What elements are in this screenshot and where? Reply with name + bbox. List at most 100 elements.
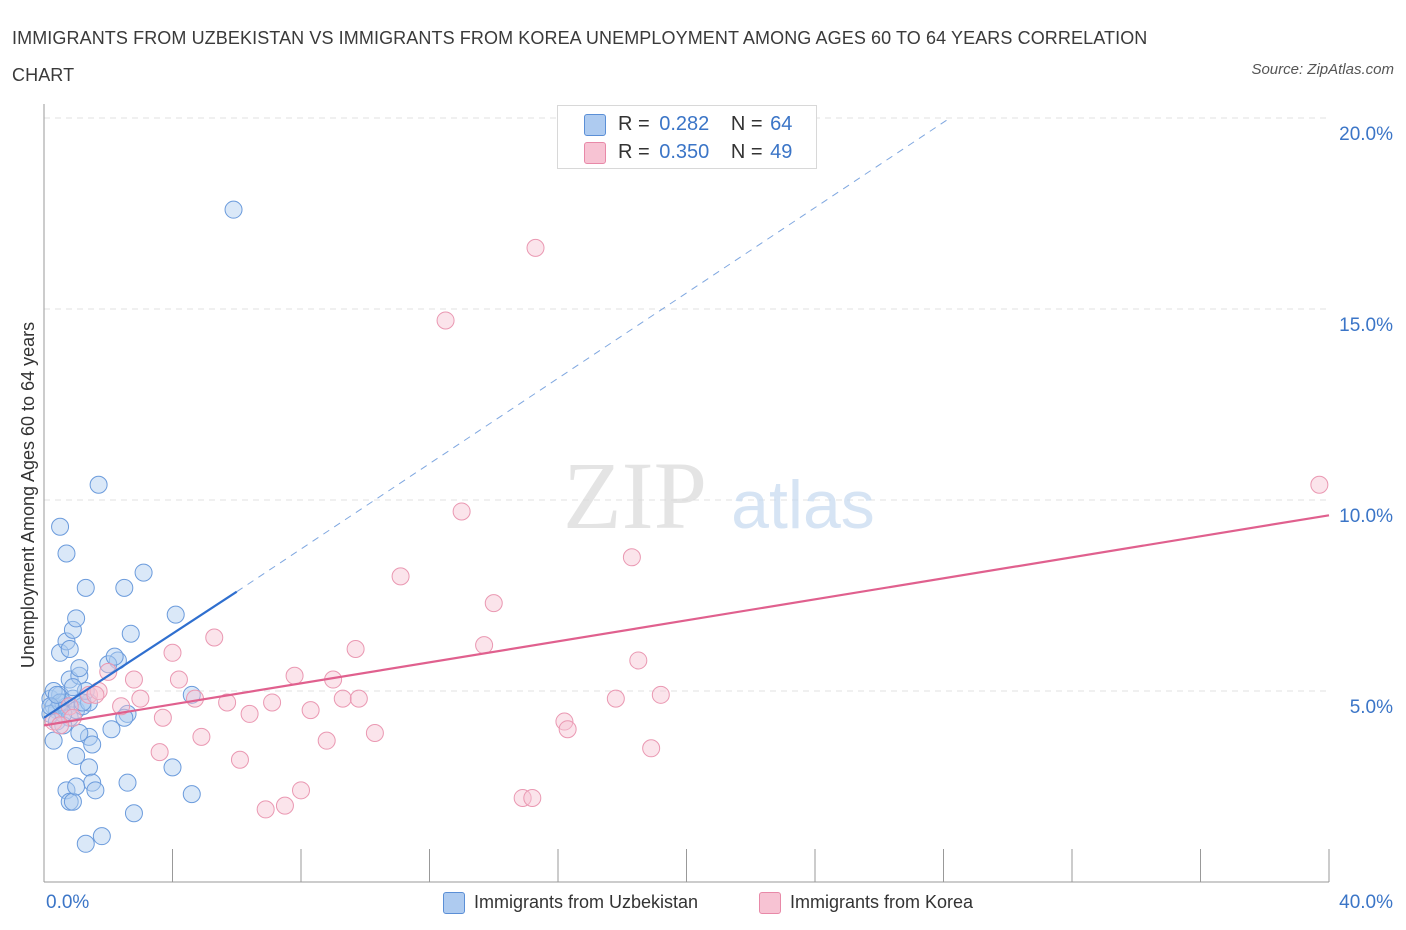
point-korea	[256, 800, 275, 819]
point-uzbekistan	[118, 773, 137, 792]
point-korea	[292, 781, 310, 800]
point-uzbekistan	[70, 724, 89, 743]
point-uzbekistan	[83, 735, 102, 754]
point-uzbekistan	[60, 639, 79, 658]
y-tick-label: 15.0%	[1339, 315, 1393, 336]
point-uzbekistan	[89, 475, 108, 494]
point-korea	[230, 750, 249, 769]
point-uzbekistan	[92, 827, 111, 846]
point-uzbekistan	[76, 834, 95, 853]
watermark-zip: ZIP	[563, 442, 707, 549]
watermark-atlas: atlas	[731, 467, 875, 543]
bottom-legend-label-uzbekistan: Immigrants from Uzbekistan	[474, 892, 699, 912]
point-korea	[99, 662, 118, 681]
x-tick-label-max: 40.0%	[1339, 892, 1393, 913]
point-korea	[301, 701, 320, 720]
legend-n-label: N =	[730, 113, 763, 135]
point-uzbekistan	[102, 720, 121, 739]
point-uzbekistan	[67, 609, 86, 628]
y-tick-label: 10.0%	[1339, 506, 1393, 527]
point-korea	[523, 788, 542, 807]
point-korea	[365, 724, 384, 743]
bottom-legend-swatch-korea	[759, 892, 781, 914]
axes	[43, 104, 1330, 883]
point-korea	[349, 689, 368, 708]
point-korea	[112, 697, 131, 716]
point-korea	[285, 666, 304, 685]
bottom-legend-swatch-uzbekistan	[443, 892, 465, 914]
point-korea	[1310, 475, 1329, 494]
x-tick-label-min: 0.0%	[46, 892, 89, 913]
point-uzbekistan	[99, 655, 118, 674]
legend-n-value: 64	[770, 113, 793, 135]
point-uzbekistan	[163, 758, 182, 777]
point-uzbekistan	[51, 643, 70, 662]
point-korea	[263, 693, 282, 712]
y-axis-label: Unemployment Among Ages 60 to 64 years	[18, 322, 38, 668]
point-korea	[391, 567, 410, 586]
point-uzbekistan	[57, 781, 76, 800]
point-korea	[513, 788, 532, 807]
point-korea	[51, 716, 70, 735]
point-uzbekistan	[47, 685, 66, 704]
trendline-uzbekistan	[43, 590, 238, 719]
point-korea	[275, 796, 294, 815]
point-korea	[240, 704, 259, 723]
point-uzbekistan	[166, 605, 185, 624]
point-uzbekistan	[79, 693, 98, 712]
point-uzbekistan	[182, 785, 201, 804]
point-korea	[163, 643, 182, 662]
trendline-korea	[43, 514, 1330, 727]
legend-r-label: R =	[618, 141, 650, 163]
point-korea	[317, 731, 336, 750]
point-korea	[205, 628, 224, 647]
point-uzbekistan	[63, 620, 82, 639]
point-korea	[153, 708, 172, 727]
legend-n-label: N =	[730, 141, 763, 163]
point-uzbekistan	[224, 200, 243, 219]
point-uzbekistan	[86, 781, 105, 800]
point-uzbekistan	[115, 578, 134, 597]
point-korea	[124, 670, 143, 689]
y-tick-label: 5.0%	[1350, 697, 1393, 718]
source-label: Source: ZipAtlas.com	[1251, 61, 1394, 78]
point-korea	[150, 743, 169, 762]
legend-r-label: R =	[618, 113, 650, 135]
point-uzbekistan	[70, 659, 89, 678]
legend-swatch-uzbekistan	[584, 114, 606, 136]
point-korea	[218, 693, 237, 712]
legend-r-value: 0.282	[659, 113, 710, 135]
point-uzbekistan	[51, 517, 70, 536]
point-korea	[629, 651, 648, 670]
point-korea	[651, 685, 670, 704]
point-korea	[346, 639, 365, 658]
point-uzbekistan	[63, 678, 82, 697]
point-korea	[333, 689, 352, 708]
point-uzbekistan	[44, 731, 63, 750]
point-korea	[86, 685, 105, 704]
watermark: ZIP atlas	[563, 442, 875, 549]
point-uzbekistan	[70, 666, 89, 685]
point-uzbekistan	[105, 647, 124, 666]
legend-swatch-korea	[584, 142, 606, 164]
point-uzbekistan	[63, 792, 82, 811]
point-uzbekistan	[79, 758, 98, 777]
point-korea	[452, 502, 471, 521]
point-uzbekistan	[57, 544, 76, 563]
bottom-legend-label-korea: Immigrants from Korea	[790, 892, 974, 912]
point-uzbekistan	[76, 578, 95, 597]
point-uzbekistan	[67, 777, 86, 796]
chart-title: IMMIGRANTS FROM UZBEKISTAN VS IMMIGRANTS…	[12, 28, 1148, 85]
legend-r-value: 0.350	[659, 141, 710, 163]
point-korea	[484, 594, 503, 613]
point-korea	[475, 636, 494, 655]
point-korea	[622, 548, 641, 567]
point-korea	[192, 727, 211, 746]
point-uzbekistan	[121, 624, 140, 643]
point-korea	[169, 670, 188, 689]
y-tick-label: 20.0%	[1339, 124, 1393, 145]
point-korea	[606, 689, 625, 708]
point-korea	[131, 689, 150, 708]
legend: R = 0.282 N = 64 R = 0.350 N = 49	[557, 105, 817, 169]
